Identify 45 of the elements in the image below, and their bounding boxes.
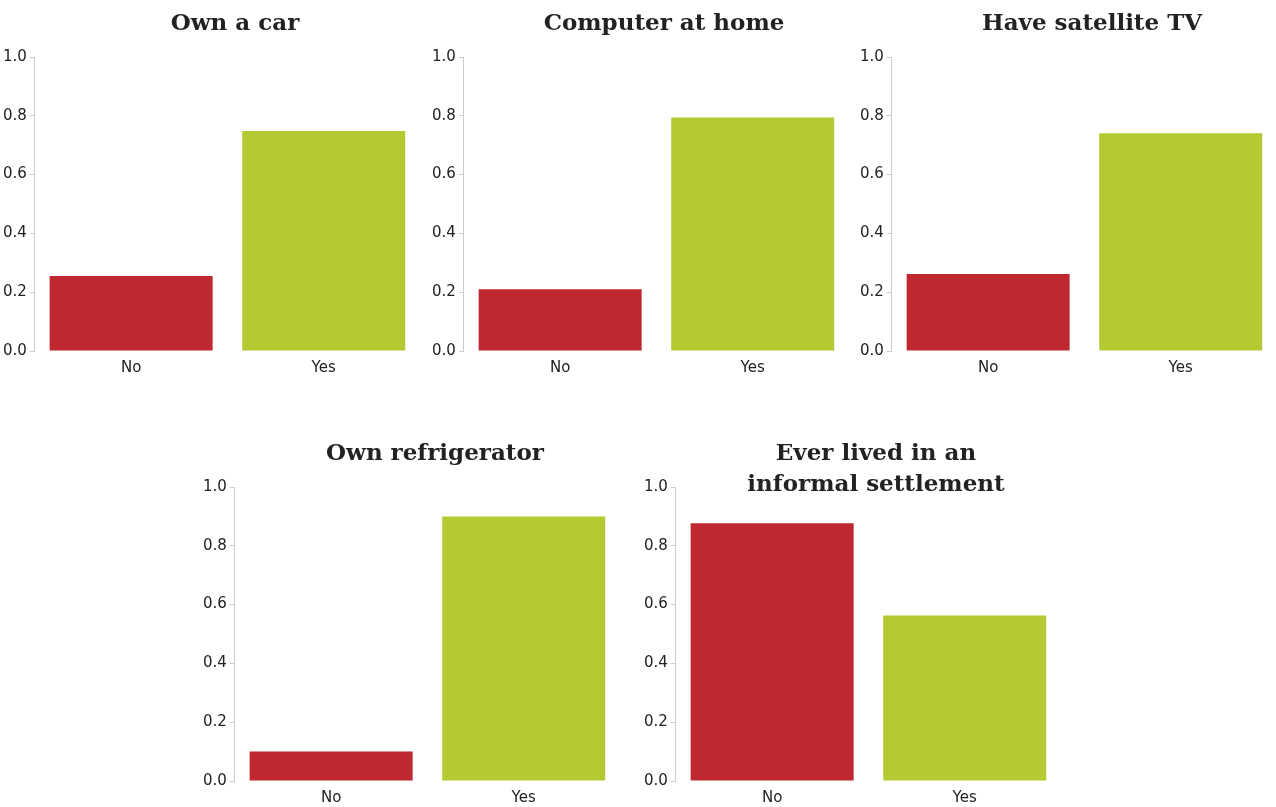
chart-title: Have satellite TV: [980, 7, 1204, 37]
y-tick-label: 1.0: [203, 476, 227, 495]
y-tick-label: 0.4: [860, 223, 884, 242]
x-tick-label: No: [320, 787, 342, 806]
x-tick-label: Yes: [510, 787, 536, 806]
chart-title: Own a car: [169, 7, 301, 37]
y-tick-label: 0.0: [860, 340, 884, 359]
y-tick-label: 0.8: [644, 535, 668, 554]
y-tick-label: 0.0: [203, 770, 227, 789]
y-tick-label: 0.2: [203, 712, 227, 731]
y-tick-label: 0.2: [3, 282, 27, 301]
y-tick-label: 0.0: [644, 770, 668, 789]
chart-title: Own refrigerator: [325, 437, 545, 467]
chart-title: Ever lived in an informal settlement: [746, 437, 1006, 498]
y-tick-label: 0.2: [432, 282, 456, 301]
x-tick-label: No: [120, 357, 142, 376]
chart-title: Computer at home: [542, 7, 786, 37]
y-tick-label: 0.8: [3, 105, 27, 124]
y-tick-label: 0.6: [860, 164, 884, 183]
y-tick-label: 0.6: [432, 164, 456, 183]
y-tick-label: 1.0: [644, 476, 668, 495]
x-tick-label: No: [977, 357, 999, 376]
y-tick-label: 0.4: [644, 653, 668, 672]
y-tick-label: 0.4: [3, 223, 27, 242]
y-tick-label: 0.4: [432, 223, 456, 242]
y-tick-label: 0.6: [3, 164, 27, 183]
x-tick-label: Yes: [310, 357, 336, 376]
x-tick-label: No: [549, 357, 571, 376]
y-tick-label: 0.0: [3, 340, 27, 359]
y-tick-label: 1.0: [3, 46, 27, 65]
y-tick-label: 0.8: [203, 535, 227, 554]
x-tick-label: No: [761, 787, 783, 806]
x-tick-label: Yes: [739, 357, 765, 376]
y-tick-label: 0.4: [203, 653, 227, 672]
y-tick-label: 0.8: [860, 105, 884, 124]
y-tick-label: 0.0: [432, 340, 456, 359]
y-tick-label: 0.8: [432, 105, 456, 124]
y-tick-label: 0.2: [860, 282, 884, 301]
y-tick-label: 1.0: [860, 46, 884, 65]
y-tick-label: 0.6: [644, 594, 668, 613]
x-tick-label: Yes: [951, 787, 977, 806]
y-tick-label: 0.6: [203, 594, 227, 613]
x-tick-label: Yes: [1167, 357, 1193, 376]
y-tick-label: 0.2: [644, 712, 668, 731]
y-tick-label: 1.0: [432, 46, 456, 65]
